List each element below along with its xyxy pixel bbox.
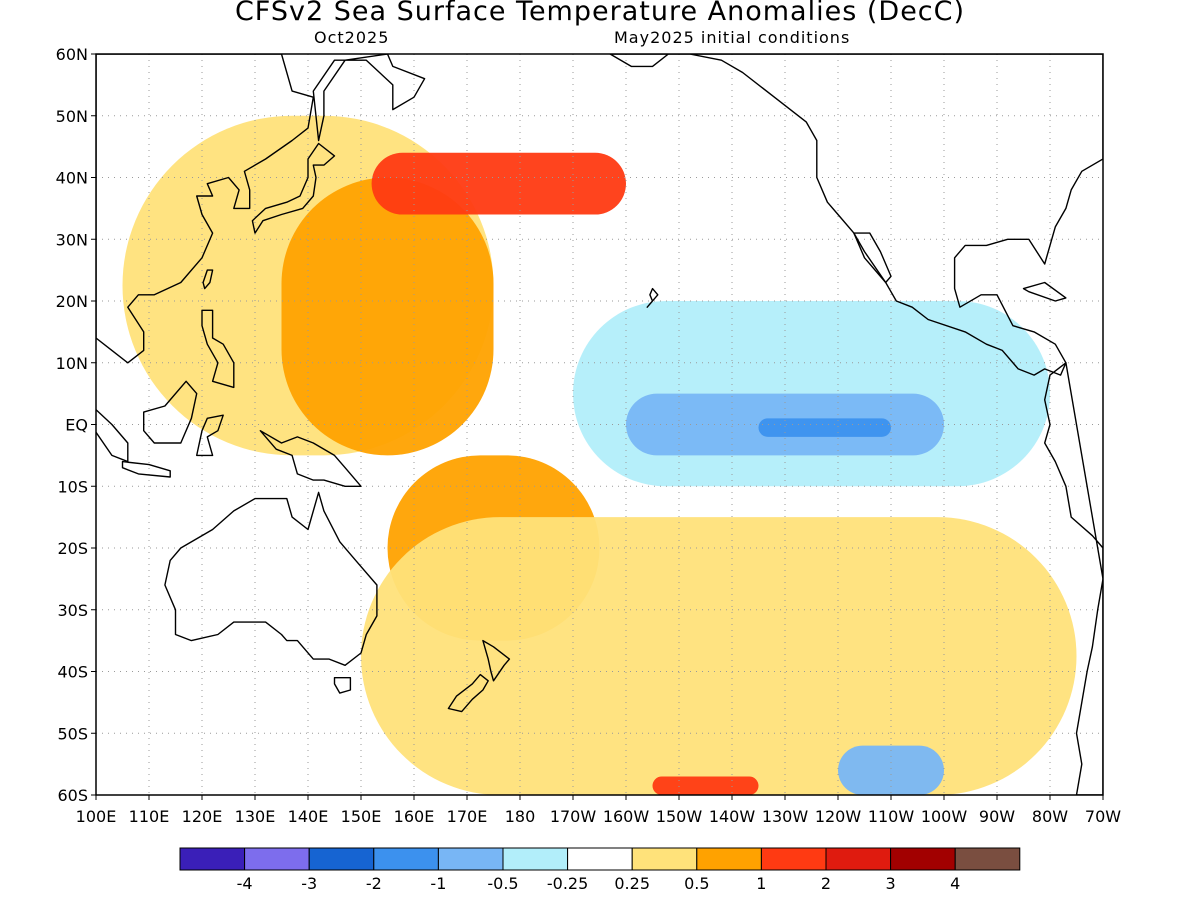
colorbar-label: -1 [430, 874, 446, 893]
colorbar-label: -3 [301, 874, 317, 893]
x-tick-label: 180 [505, 807, 536, 826]
coastline-taiwan [202, 269, 214, 290]
x-tick-label: 70W [1085, 807, 1121, 826]
x-tick-label: 170W [550, 807, 597, 826]
x-tick-label: 100W [921, 807, 968, 826]
colorbar-label: 2 [821, 874, 831, 893]
coastline-java [121, 460, 171, 478]
coastline-borneo [143, 380, 198, 444]
chart-title: CFSv2 Sea Surface Temperature Anomalies … [234, 0, 966, 27]
colorbar-swatch [179, 847, 246, 871]
x-tick-label: 110E [129, 807, 170, 826]
y-tick-label: 60N [56, 45, 88, 64]
x-tick-label: 130E [235, 807, 276, 826]
x-tick-label: 120E [182, 807, 223, 826]
coastline-japan [251, 142, 336, 234]
coastline-south-america [1044, 362, 1103, 795]
x-tick-label: 150E [341, 807, 382, 826]
y-tick-label: 10N [56, 354, 88, 373]
coastline-new-guinea [259, 430, 362, 487]
latitude-axis: 60N 50N 40N 30N 20N 10N EQ 10S 20S 30S 40S 50S 60S [56, 45, 96, 805]
colorbar-swatch [244, 847, 310, 871]
colorbar-swatch [890, 847, 956, 871]
y-tick-label: 30N [56, 230, 88, 249]
x-tick-label: 160E [394, 807, 435, 826]
coastline-new-zealand-north [482, 639, 511, 682]
y-tick-label: EQ [65, 416, 88, 435]
x-tick-label: 90W [979, 807, 1015, 826]
colorbar-swatch [502, 847, 569, 871]
colorbar-swatch [760, 847, 827, 871]
anomaly-region-5 [758, 418, 891, 437]
coastline-tasmania [333, 677, 352, 694]
anomaly-region-2 [371, 152, 626, 215]
coastline-cuba [1022, 281, 1067, 302]
x-tick-label: 140W [709, 807, 756, 826]
colorbar-swatch [308, 847, 375, 871]
colorbar-label: 4 [950, 874, 960, 893]
x-tick-label: 170E [447, 807, 488, 826]
x-tick-label: 160W [603, 807, 650, 826]
x-tick-label: 110W [868, 807, 915, 826]
coastline-baja [853, 232, 892, 284]
coastlines [96, 54, 1103, 795]
y-tick-label: 40S [57, 663, 88, 682]
colorbar-label: -0.25 [547, 874, 588, 893]
colorbar-label: 3 [886, 874, 896, 893]
colorbar-swatch [825, 847, 892, 871]
y-tick-label: 50N [56, 107, 88, 126]
y-tick-label: 50S [57, 724, 88, 743]
x-tick-label: 140E [288, 807, 329, 826]
y-tick-label: 10S [57, 477, 88, 496]
coastline-sulawesi [196, 414, 224, 457]
anomaly-region-1 [281, 177, 494, 456]
colorbar-label: -4 [237, 874, 253, 893]
y-tick-label: 20N [56, 292, 88, 311]
y-tick-label: 60S [57, 786, 88, 805]
coastline-australia [164, 491, 378, 666]
x-tick-label: 120W [815, 807, 862, 826]
coastline-sakhalin-kamchatka [312, 54, 426, 142]
forecast-month: Oct2025 [314, 28, 390, 47]
colorbar: -4 -3 -2 -1 -0.5 -0.25 0.25 0.5 1 2 3 4 [179, 847, 1021, 893]
coastline-north-america [609, 54, 1103, 376]
colorbar-label: -0.5 [487, 874, 518, 893]
colorbar-label: 0.5 [684, 874, 709, 893]
y-tick-label: 40N [56, 169, 88, 188]
y-tick-label: 30S [57, 601, 88, 620]
x-tick-label: 100E [76, 807, 117, 826]
anomaly-field [122, 115, 1077, 795]
colorbar-swatch [373, 847, 439, 871]
coastline-hawaii [646, 287, 659, 308]
x-tick-label: 130W [762, 807, 809, 826]
initial-conditions: May2025 initial conditions [614, 28, 851, 47]
coastline-philippines [201, 309, 235, 389]
coastline-asia [96, 54, 314, 364]
x-tick-label: 80W [1032, 807, 1068, 826]
colorbar-label: 1 [756, 874, 766, 893]
colorbar-label: 0.25 [614, 874, 650, 893]
colorbar-label: -2 [366, 874, 382, 893]
colorbar-swatch [567, 847, 633, 871]
anomaly-region-9 [838, 745, 944, 795]
coastline-new-zealand-south [447, 673, 489, 713]
colorbar-swatch [437, 847, 504, 871]
longitude-axis: 100E 110E 120E 130E 140E 150E 160E 170E 180 170W 1… [76, 795, 1121, 826]
colorbar-swatch [954, 847, 1021, 871]
colorbar-swatch [631, 847, 698, 871]
y-tick-label: 20S [57, 539, 88, 558]
colorbar-swatch [696, 847, 762, 871]
anomaly-region-8 [652, 776, 759, 795]
x-tick-label: 150W [656, 807, 703, 826]
anomaly-region-7 [361, 517, 1077, 795]
